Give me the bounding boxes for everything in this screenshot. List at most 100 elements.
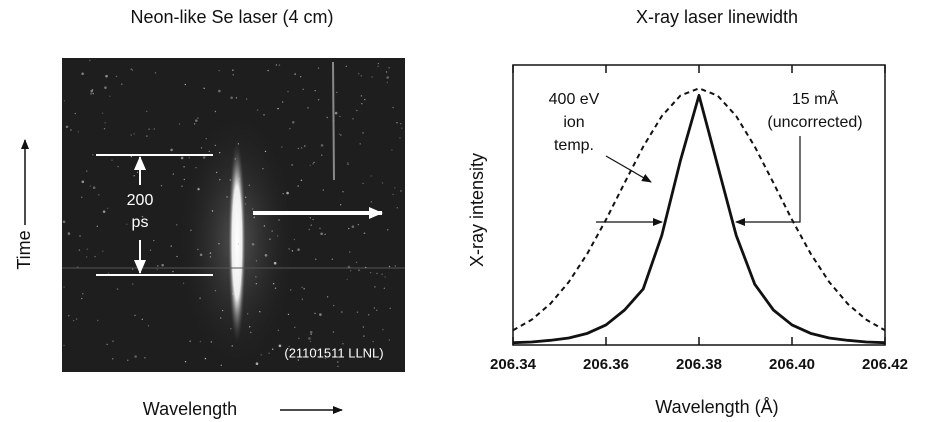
speckle: [178, 123, 181, 125]
speckle: [259, 310, 261, 313]
faint-line: [332, 61, 335, 181]
speckle: [209, 252, 212, 254]
speckle: [389, 307, 391, 309]
speckle: [67, 232, 71, 235]
speckle: [127, 359, 129, 362]
speckle: [264, 150, 267, 153]
speckle: [274, 287, 277, 289]
speckle: [309, 217, 312, 219]
speckle: [293, 238, 296, 241]
speckle: [220, 317, 222, 319]
speckle: [200, 147, 203, 149]
speckle: [130, 134, 132, 136]
speckle: [86, 170, 88, 172]
speckle: [130, 155, 133, 158]
speckle: [214, 289, 217, 292]
fwhm-arrow: [735, 136, 801, 226]
speckle: [89, 92, 93, 95]
speckle: [331, 258, 334, 260]
annotation: 15 mÅ: [792, 89, 839, 108]
speckle: [345, 65, 348, 68]
speckle: [63, 100, 66, 102]
speckle: [72, 319, 75, 322]
speckle: [146, 135, 148, 137]
speckle: [102, 210, 106, 213]
speckle: [260, 354, 262, 356]
speckle: [400, 123, 402, 125]
speckle: [156, 268, 158, 271]
speckle: [375, 309, 378, 311]
speckle: [82, 293, 84, 295]
speckle: [109, 95, 111, 97]
speckle: [348, 227, 350, 230]
speckle: [337, 365, 339, 368]
speckle: [199, 253, 203, 257]
speckle: [68, 315, 70, 317]
speckle: [184, 83, 186, 86]
speckle: [271, 348, 274, 350]
speckle: [117, 165, 119, 168]
x-tick-label: 206.38: [676, 356, 722, 373]
speckle: [263, 225, 266, 227]
speckle: [75, 318, 78, 320]
speckle: [297, 147, 300, 150]
speckle: [317, 67, 320, 69]
speckle: [321, 154, 323, 156]
speckle: [195, 166, 197, 169]
speckle: [347, 265, 351, 269]
speckle: [136, 171, 139, 174]
speckle: [288, 248, 290, 250]
speckle: [141, 215, 144, 218]
speckle: [358, 269, 360, 271]
speckle: [255, 283, 258, 285]
speckle: [262, 167, 264, 170]
speckle: [340, 134, 342, 136]
speckle: [97, 319, 99, 322]
speckle: [374, 286, 376, 288]
speckle: [337, 361, 339, 363]
speckle: [154, 72, 157, 74]
speckle: [78, 249, 81, 251]
speckle: [320, 232, 323, 236]
speckle: [104, 122, 106, 124]
speckle: [359, 143, 361, 145]
speckle: [294, 73, 296, 75]
speckle: [288, 345, 290, 348]
speckle: [326, 116, 328, 119]
speckle: [358, 73, 360, 75]
speckle: [205, 137, 207, 140]
annotation: 400 eV: [549, 91, 600, 108]
speckle: [210, 341, 213, 343]
speckle: [396, 121, 398, 124]
speckle: [332, 119, 335, 121]
speckle: [286, 191, 289, 195]
y-axis-label: Time: [14, 230, 34, 269]
speckle: [144, 357, 146, 359]
speckle: [251, 242, 255, 246]
speckle: [386, 76, 389, 79]
speckle: [220, 364, 223, 367]
speckle: [326, 296, 329, 298]
speckle: [106, 207, 109, 210]
speckle: [132, 283, 134, 285]
speckle: [300, 179, 303, 181]
speckle: [96, 225, 98, 228]
speckle: [81, 180, 85, 184]
speckle: [237, 143, 240, 145]
speckle: [388, 67, 390, 69]
speckle: [131, 268, 134, 270]
speckle: [85, 256, 88, 258]
speckle: [189, 340, 191, 342]
speckle: [89, 59, 91, 62]
annotation: (uncorrected): [767, 114, 862, 131]
speckle: [126, 223, 128, 225]
x-tick-label: 206.40: [769, 356, 815, 373]
speckle: [273, 261, 277, 265]
speckle: [362, 326, 365, 328]
speckle: [314, 312, 316, 315]
speckle: [342, 343, 344, 345]
speckle: [372, 340, 374, 343]
speckle: [94, 255, 96, 258]
speckle: [121, 83, 123, 85]
speckle: [172, 270, 174, 273]
